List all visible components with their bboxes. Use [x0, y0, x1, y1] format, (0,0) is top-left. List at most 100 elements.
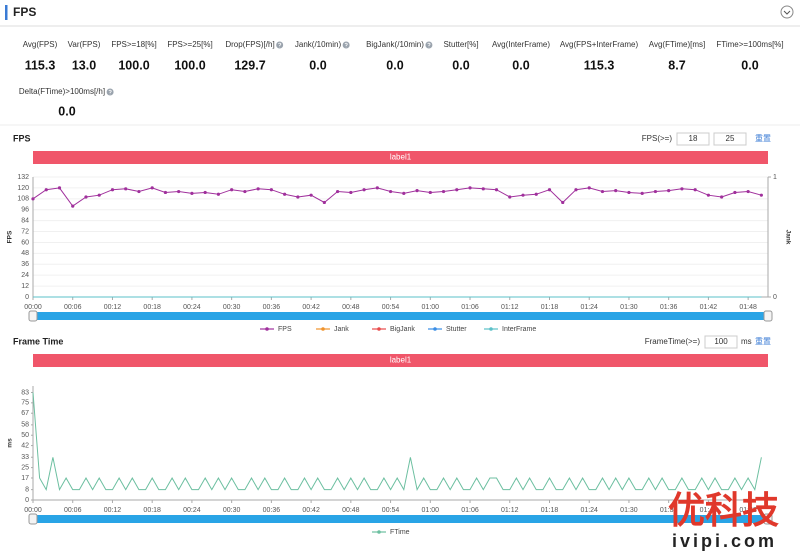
input-value[interactable]: 25	[726, 134, 735, 143]
data-point	[110, 188, 115, 192]
stat-value: 0.0	[309, 58, 326, 72]
control-label: FPS(>=)	[642, 134, 673, 143]
legend-item[interactable]: BigJank	[372, 326, 415, 333]
legend-item[interactable]: Jank	[316, 326, 349, 333]
stat-label: BigJank(/10min)	[366, 40, 424, 49]
zoom-slider[interactable]	[33, 312, 768, 320]
data-point	[587, 186, 591, 190]
x-tick-label: 00:42	[302, 304, 320, 311]
data-point	[733, 190, 737, 195]
reset-button[interactable]: 重置	[755, 336, 771, 346]
y-tick-label: 0	[25, 294, 29, 301]
data-point	[574, 188, 578, 192]
zoom-handle[interactable]	[763, 310, 773, 322]
legend-swatch-dot[interactable]	[377, 530, 381, 534]
legend-label[interactable]: Jank	[334, 326, 349, 333]
reset-button[interactable]: 重置	[755, 133, 771, 143]
legend-label[interactable]: FPS	[278, 326, 292, 333]
legend-label[interactable]: BigJank	[390, 326, 415, 333]
y-tick-label: 42	[21, 442, 29, 449]
data-point	[388, 189, 393, 194]
data-point	[759, 193, 763, 197]
help-icon	[106, 88, 114, 96]
chart-title: Frame Time	[13, 336, 63, 346]
stat-value: 100.0	[174, 58, 205, 72]
data-point	[534, 192, 538, 196]
y-tick-label: 0	[25, 497, 29, 504]
legend-label[interactable]: FTime	[390, 529, 410, 536]
y2-axis-label: Jank	[784, 230, 791, 245]
legend-swatch-dot[interactable]	[265, 327, 269, 331]
input-box[interactable]	[704, 335, 738, 349]
data-point	[667, 189, 671, 193]
data-point	[216, 192, 221, 196]
y2-tick-label: 0	[773, 294, 777, 301]
legend-label[interactable]: InterFrame	[502, 326, 536, 333]
page-title: FPS	[13, 5, 36, 19]
x-tick-label: 00:48	[342, 507, 360, 514]
zoom-slider[interactable]	[33, 515, 768, 523]
dropdown-button[interactable]	[780, 5, 794, 19]
y-tick-label: 132	[17, 174, 29, 181]
series-line	[32, 392, 762, 492]
y-tick-label: 33	[21, 454, 29, 461]
stat-value: 0.0	[512, 58, 529, 72]
legend-swatch-dot[interactable]	[489, 327, 493, 331]
threshold-input[interactable]: 25	[713, 132, 747, 146]
threshold-input[interactable]: 18	[676, 132, 710, 146]
y-axis-label: ms	[7, 438, 14, 448]
data-point	[137, 189, 141, 194]
data-point	[640, 191, 644, 195]
legend-item[interactable]: InterFrame	[484, 326, 536, 333]
zoom-handle[interactable]	[763, 513, 773, 525]
data-point	[349, 190, 353, 195]
data-point	[335, 189, 340, 194]
x-tick-label: 00:18	[143, 304, 161, 311]
input-box[interactable]	[713, 132, 747, 146]
stat-label: Avg(FPS)	[23, 40, 58, 49]
data-point	[309, 193, 313, 197]
legend-swatch-dot[interactable]	[377, 327, 381, 331]
y-tick-label: 84	[21, 217, 29, 224]
input-box[interactable]	[676, 132, 710, 146]
y-tick-label: 120	[17, 185, 29, 192]
dropdown-chevron[interactable]	[783, 10, 791, 15]
stat-label: FPS>=18[%]	[111, 40, 156, 49]
help-icon	[342, 41, 350, 49]
data-point	[177, 189, 181, 194]
dropdown-circle[interactable]	[780, 5, 794, 19]
threshold-input[interactable]: 100	[704, 335, 738, 349]
data-point	[296, 195, 300, 199]
data-point	[124, 187, 128, 191]
legend-item[interactable]: Stutter	[428, 326, 467, 333]
zoom-handle[interactable]	[28, 513, 38, 525]
stat-value: 115.3	[25, 58, 56, 72]
y-tick-label: 96	[21, 207, 29, 214]
x-tick-label: 01:00	[422, 304, 440, 311]
legend-item[interactable]: FPS	[260, 326, 292, 333]
y-axis-label: FPS	[7, 230, 14, 243]
series-line	[32, 187, 762, 207]
y-tick-label: 60	[21, 239, 29, 246]
data-point	[375, 186, 379, 190]
data-point	[653, 189, 658, 194]
zoom-handle[interactable]	[28, 310, 38, 322]
legend-swatch-dot[interactable]	[321, 327, 325, 331]
stat-label: Avg(InterFrame)	[492, 40, 550, 49]
x-tick-label: 00:18	[143, 507, 161, 514]
x-tick-label: 01:42	[700, 304, 718, 311]
stat-value: 8.7	[668, 58, 685, 72]
data-point	[481, 187, 485, 191]
x-tick-label: 01:18	[541, 507, 559, 514]
legend-label[interactable]: Stutter	[446, 326, 467, 333]
legend-swatch-dot[interactable]	[433, 327, 437, 331]
data-point	[494, 188, 499, 192]
x-tick-label: 00:30	[223, 304, 241, 311]
data-point	[362, 188, 366, 192]
legend-item[interactable]: FTime	[372, 529, 410, 536]
label-band	[33, 354, 768, 367]
input-value[interactable]: 100	[714, 337, 728, 346]
y-tick-label: 36	[21, 261, 29, 268]
input-value[interactable]: 18	[689, 134, 698, 143]
